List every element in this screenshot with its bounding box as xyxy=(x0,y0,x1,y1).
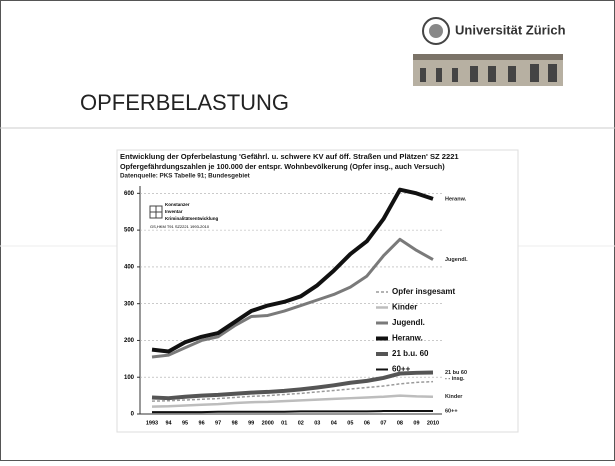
x-tick-label: 01 xyxy=(281,420,287,426)
x-tick-label: 2000 xyxy=(262,420,274,426)
end-label: Heranw. xyxy=(445,196,467,202)
y-tick-label: 600 xyxy=(124,191,135,197)
x-tick-label: 06 xyxy=(364,420,370,426)
logo-seal xyxy=(422,17,450,45)
logo-seal xyxy=(429,24,443,38)
chart-frame xyxy=(116,149,519,433)
x-tick-label: 04 xyxy=(331,420,338,426)
end-label: - - insg. xyxy=(445,376,465,382)
series-line xyxy=(152,410,433,414)
inset-text: Inventar xyxy=(165,209,183,214)
end-label: 60++ xyxy=(445,409,458,415)
x-tick-label: 09 xyxy=(413,420,419,426)
series-line xyxy=(151,187,434,354)
x-tick-label: 08 xyxy=(397,420,403,426)
legend-label: Kinder xyxy=(392,303,417,312)
x-tick-label: 02 xyxy=(298,420,304,426)
chart-source: Datenquelle: PKS Tabelle 91; Bundesgebie… xyxy=(120,173,251,180)
slide-title: OPFERBELASTUNG xyxy=(80,90,289,115)
series-line xyxy=(151,380,434,402)
legend-label: Heranw. xyxy=(392,334,423,343)
y-tick-label: 300 xyxy=(124,301,135,307)
inset-text: Konstanzer xyxy=(165,202,190,207)
y-tick-label: 0 xyxy=(131,412,135,418)
x-tick-label: 05 xyxy=(347,420,353,426)
series-line xyxy=(151,237,434,359)
y-tick-label: 100 xyxy=(124,375,135,381)
inset-text: Kriminalitätsentwicklung xyxy=(165,216,219,221)
end-label: 21 bu 60 xyxy=(445,370,467,376)
logo-text: Universität Zürich xyxy=(455,22,566,37)
legend-label: 21 b.u. 60 xyxy=(392,349,429,358)
x-tick-label: 94 xyxy=(165,420,172,426)
legend-label: 60++ xyxy=(392,365,411,374)
series-line xyxy=(151,370,434,401)
inset-text: GS,HKM T91 SZ2221 1993-2010 xyxy=(150,224,210,229)
x-tick-label: 07 xyxy=(380,420,386,426)
legend-label: Opfer insgesamt xyxy=(392,287,455,296)
x-tick-label: 96 xyxy=(199,420,205,426)
x-tick-label: 98 xyxy=(232,420,238,426)
end-label: Kinder xyxy=(445,394,463,400)
y-tick-label: 400 xyxy=(124,264,135,270)
legend-label: Jugendl. xyxy=(392,318,425,327)
x-tick-label: 95 xyxy=(182,420,188,426)
x-tick-label: 99 xyxy=(248,420,254,426)
x-tick-label: 03 xyxy=(314,420,320,426)
x-tick-label: 1993 xyxy=(146,420,158,426)
end-label: Jugendl. xyxy=(445,257,468,263)
chart-subtitle: Opfergefährdungszahlen je 100.000 der en… xyxy=(120,162,445,171)
series-line xyxy=(151,394,434,408)
y-tick-label: 200 xyxy=(124,338,135,344)
chart-title: Entwicklung der Opferbelastung 'Gefährl.… xyxy=(120,152,459,161)
building-photo xyxy=(413,54,563,86)
x-tick-label: 2010 xyxy=(427,420,439,426)
inset-logo: Konstanzer Inventar Kriminalitätsentwick… xyxy=(149,202,219,229)
y-tick-label: 500 xyxy=(124,228,135,234)
x-tick-label: 97 xyxy=(215,420,221,426)
